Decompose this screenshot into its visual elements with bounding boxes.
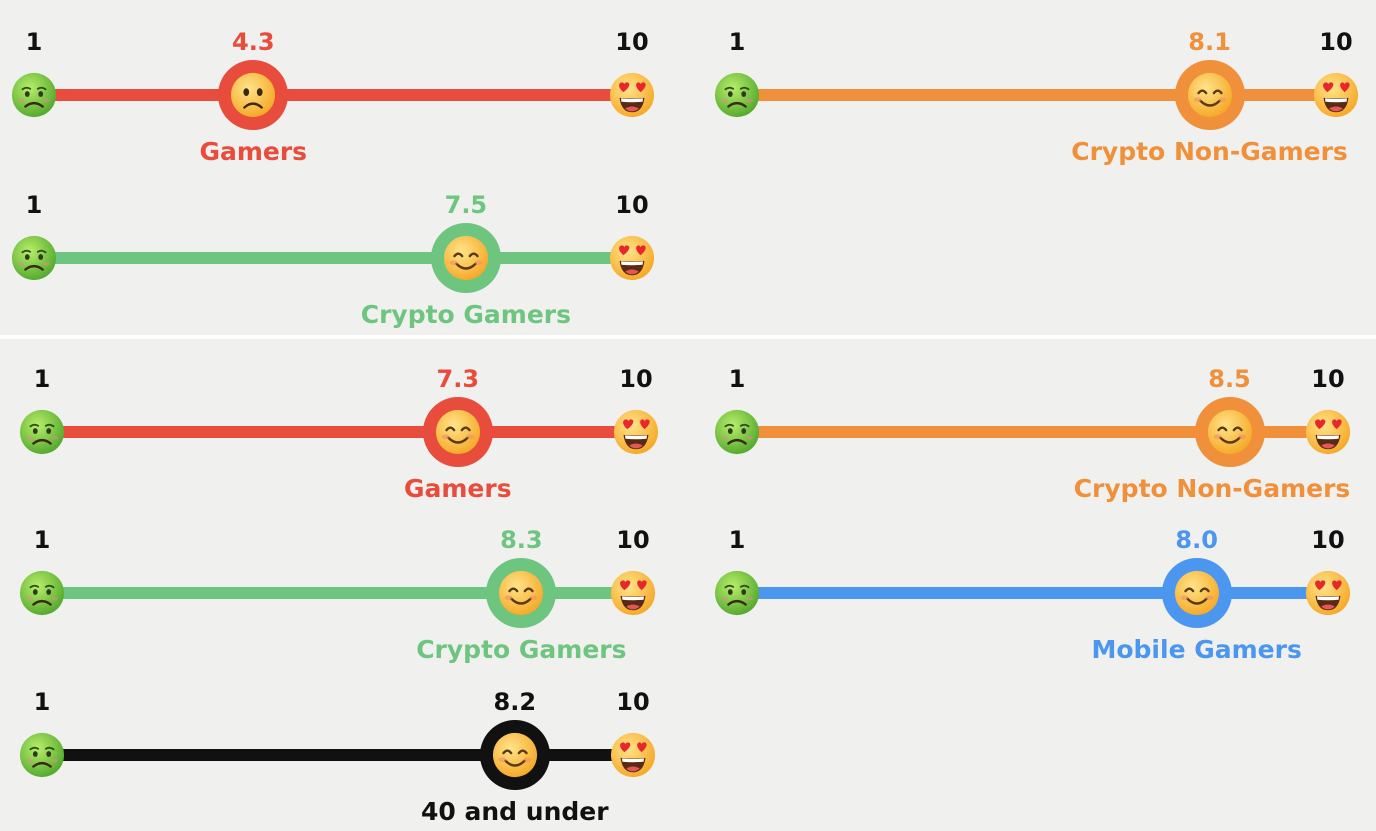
scale-group-label: Crypto Non-Gamers bbox=[1073, 474, 1351, 503]
rating-scale: 1 10 7.3 Gamers bbox=[0, 0, 1376, 503]
rating-scale: 1 10 8.3 Crypto bbox=[0, 0, 1376, 664]
scale-max-label: 10 bbox=[1311, 526, 1345, 554]
scale-track bbox=[42, 587, 633, 599]
rating-scale: 1 10 4.3 Gamers bbox=[0, 0, 1376, 166]
scale-track bbox=[737, 426, 1328, 438]
scale-group-label: 40 and under bbox=[421, 797, 609, 826]
scale-value-label: 8.2 bbox=[493, 688, 537, 716]
heart-eyes-face-icon bbox=[1304, 569, 1352, 621]
smiling-face-icon bbox=[434, 408, 482, 460]
scale-track bbox=[34, 89, 632, 101]
panel-divider bbox=[0, 335, 1376, 339]
scale-max-label: 10 bbox=[615, 191, 649, 219]
scale-value-label: 8.1 bbox=[1188, 28, 1231, 56]
nauseated-face-icon bbox=[18, 731, 66, 783]
scale-min-label: 1 bbox=[728, 28, 746, 56]
scale-max-label: 10 bbox=[1311, 365, 1345, 393]
scale-value-label: 8.0 bbox=[1175, 526, 1218, 554]
scale-group-label: Crypto Gamers bbox=[416, 635, 627, 664]
nauseated-face-icon bbox=[10, 234, 58, 286]
scale-max-label: 10 bbox=[619, 365, 653, 393]
heart-eyes-face-icon bbox=[1312, 71, 1360, 123]
heart-eyes-face-icon bbox=[608, 234, 656, 286]
scale-max-label: 10 bbox=[615, 28, 649, 56]
scale-track bbox=[34, 252, 632, 264]
scale-min-label: 1 bbox=[33, 526, 51, 554]
heart-eyes-face-icon bbox=[1304, 408, 1352, 460]
nauseated-face-icon bbox=[18, 408, 66, 460]
nauseated-face-icon bbox=[18, 569, 66, 621]
scale-group-label: Gamers bbox=[199, 137, 308, 166]
nauseated-face-icon bbox=[713, 408, 761, 460]
smiling-face-icon bbox=[1173, 569, 1221, 621]
scale-min-label: 1 bbox=[25, 28, 43, 56]
scale-value-label: 8.5 bbox=[1208, 365, 1251, 393]
scale-min-label: 1 bbox=[33, 688, 51, 716]
scale-track bbox=[42, 426, 636, 438]
smiling-face-icon bbox=[1206, 408, 1254, 460]
scale-max-label: 10 bbox=[616, 526, 650, 554]
scale-value-label: 7.5 bbox=[444, 191, 488, 219]
rating-scale: 1 10 7.5 Crypto bbox=[0, 0, 1376, 329]
heart-eyes-face-icon bbox=[609, 569, 657, 621]
smiling-face-icon bbox=[442, 234, 490, 286]
scale-value-label: 7.3 bbox=[436, 365, 480, 393]
smiling-face-icon bbox=[1186, 71, 1234, 123]
rating-scale: 1 10 8.1 Crypto bbox=[0, 0, 1376, 166]
scale-min-label: 1 bbox=[728, 526, 746, 554]
heart-eyes-face-icon bbox=[612, 408, 660, 460]
scale-min-label: 1 bbox=[728, 365, 746, 393]
scale-value-label: 4.3 bbox=[232, 28, 275, 56]
frowning-face-icon bbox=[229, 71, 277, 123]
scale-max-label: 10 bbox=[1319, 28, 1353, 56]
smiling-face-icon bbox=[497, 569, 545, 621]
scale-group-label: Mobile Gamers bbox=[1091, 635, 1302, 664]
scale-group-label: Crypto Gamers bbox=[360, 300, 572, 329]
scale-max-label: 10 bbox=[616, 688, 650, 716]
scale-group-label: Crypto Non-Gamers bbox=[1071, 137, 1348, 166]
nauseated-face-icon bbox=[713, 569, 761, 621]
smiling-face-icon bbox=[491, 731, 539, 783]
heart-eyes-face-icon bbox=[609, 731, 657, 783]
scale-min-label: 1 bbox=[25, 191, 43, 219]
scale-min-label: 1 bbox=[33, 365, 51, 393]
heart-eyes-face-icon bbox=[608, 71, 656, 123]
rating-scale: 1 10 8.5 Crypto bbox=[0, 0, 1376, 503]
nauseated-face-icon bbox=[713, 71, 761, 123]
nauseated-face-icon bbox=[10, 71, 58, 123]
scale-group-label: Gamers bbox=[403, 474, 512, 503]
rating-scale: 1 10 8.0 Mobile bbox=[0, 0, 1376, 664]
scale-value-label: 8.3 bbox=[500, 526, 543, 554]
scale-track bbox=[737, 587, 1328, 599]
